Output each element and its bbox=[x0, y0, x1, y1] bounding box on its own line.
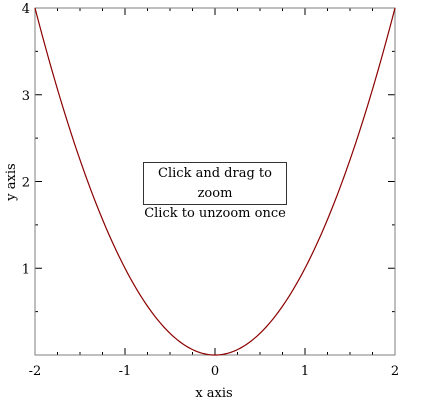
zoom-hint-line-1: Click and drag to zoom bbox=[158, 166, 272, 201]
y-tick-label: 1 bbox=[22, 262, 30, 277]
x-tick-label: 0 bbox=[211, 364, 219, 379]
x-tick-label: -1 bbox=[119, 364, 132, 379]
y-tick-label: 2 bbox=[22, 176, 30, 191]
tick-labels-layer: -2 -1 0 1 2 1 2 3 4 bbox=[22, 2, 399, 379]
x-axis-label: x axis bbox=[195, 386, 232, 401]
x-tick-label: 2 bbox=[391, 364, 399, 379]
parabola-series-line bbox=[34, 7, 396, 356]
x-tick-label: 1 bbox=[301, 364, 309, 379]
y-axis-label: y axis bbox=[4, 163, 19, 201]
zoom-hint-line-2: Click to unzoom once bbox=[144, 206, 286, 221]
zoom-hint-box: Click and drag to zoom Click to unzoom o… bbox=[143, 162, 287, 221]
y-tick-label: 4 bbox=[22, 2, 30, 17]
x-tick-label: -2 bbox=[29, 364, 42, 379]
y-tick-label: 3 bbox=[22, 89, 30, 104]
